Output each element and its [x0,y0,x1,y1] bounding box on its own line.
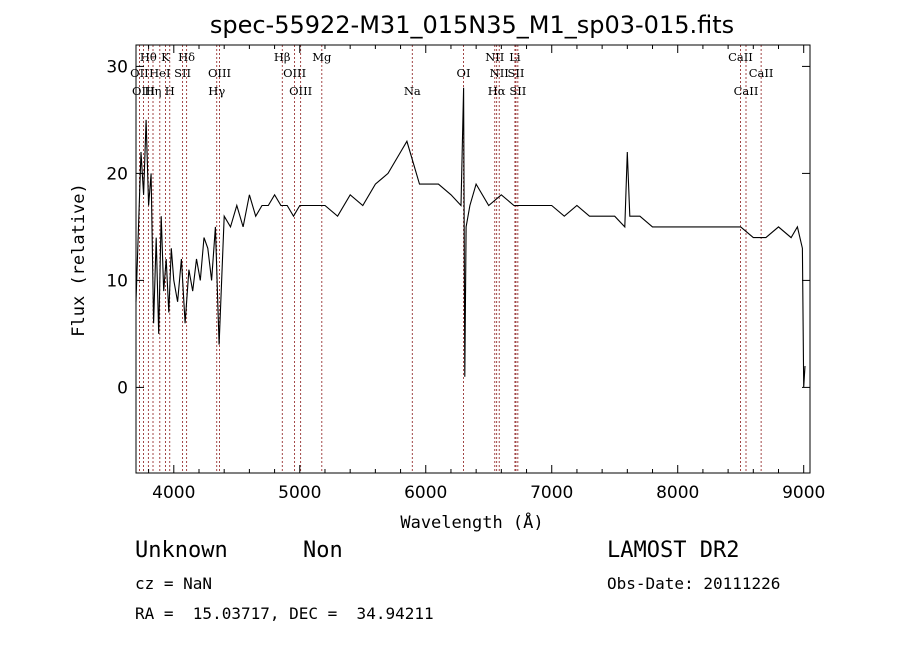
y-tick-label: 0 [117,378,128,398]
spectral-line-label: SII [507,66,524,80]
spectral-line-label: Hθ [140,50,157,64]
survey-name: LAMOST DR2 [607,538,740,563]
x-axis-label: Wavelength (Å) [400,511,543,533]
spectral-line-label: CaII [728,50,753,64]
spectral-line-label: OIII [289,84,312,98]
spectral-line-label: OIII [208,66,231,80]
spectral-line-label: HeI [149,66,170,80]
axis-ticks: 4000 5000 6000 7000 8000 9000 0 10 20 30 [106,45,825,503]
x-tick-label: 7000 [530,483,573,503]
spectral-line-label: Hα [488,84,506,98]
x-tick-label: 4000 [152,483,195,503]
chart-title: spec-55922-M31_015N35_M1_sp03-015.fits [210,11,734,39]
object-class: Unknown [135,538,228,563]
x-tick-label: 9000 [782,483,825,503]
spectral-line-label: CaII [734,84,759,98]
spectral-line-label: NII [485,50,504,64]
redshift-cz: cz = NaN [135,574,213,593]
spectral-line-label: OII [130,66,149,80]
spectral-line-label: Hγ [208,84,225,98]
spectral-line-label: Hδ [178,50,195,64]
y-tick-label: 10 [106,271,128,291]
spectral-line-label: H [165,84,175,98]
spectral-line-label: CaII [749,66,774,80]
plot-frame [135,44,811,474]
spectral-line-markers [139,45,762,473]
y-tick-label: 30 [106,57,128,77]
object-subclass: Non [303,538,343,563]
spectral-line-label: Hη [145,84,162,98]
spectral-line-label: NII [490,66,509,80]
obs-date: Obs-Date: 20111226 [607,574,781,593]
spectral-line-label: K [161,50,170,64]
spectral-line-label: OI [457,66,471,80]
x-tick-label: 6000 [404,483,447,503]
spectral-line-label: SII [509,84,526,98]
spectral-line-label: OIII [132,84,155,98]
spectrum-line [135,87,806,388]
x-tick-label: 8000 [656,483,699,503]
y-tick-label: 20 [106,164,128,184]
spectral-line-label: Mg [312,50,332,64]
spectral-line-label: Li [509,50,521,64]
spectral-line-label: OIII [283,66,306,80]
spectral-line-label: SII [174,66,191,80]
spectral-line-label: Hβ [274,50,291,64]
ra-dec: RA = 15.03717, DEC = 34.94211 [135,604,434,623]
y-axis-label: Flux (relative) [69,183,89,337]
x-tick-label: 5000 [278,483,321,503]
spectral-line-label: Na [404,84,421,98]
